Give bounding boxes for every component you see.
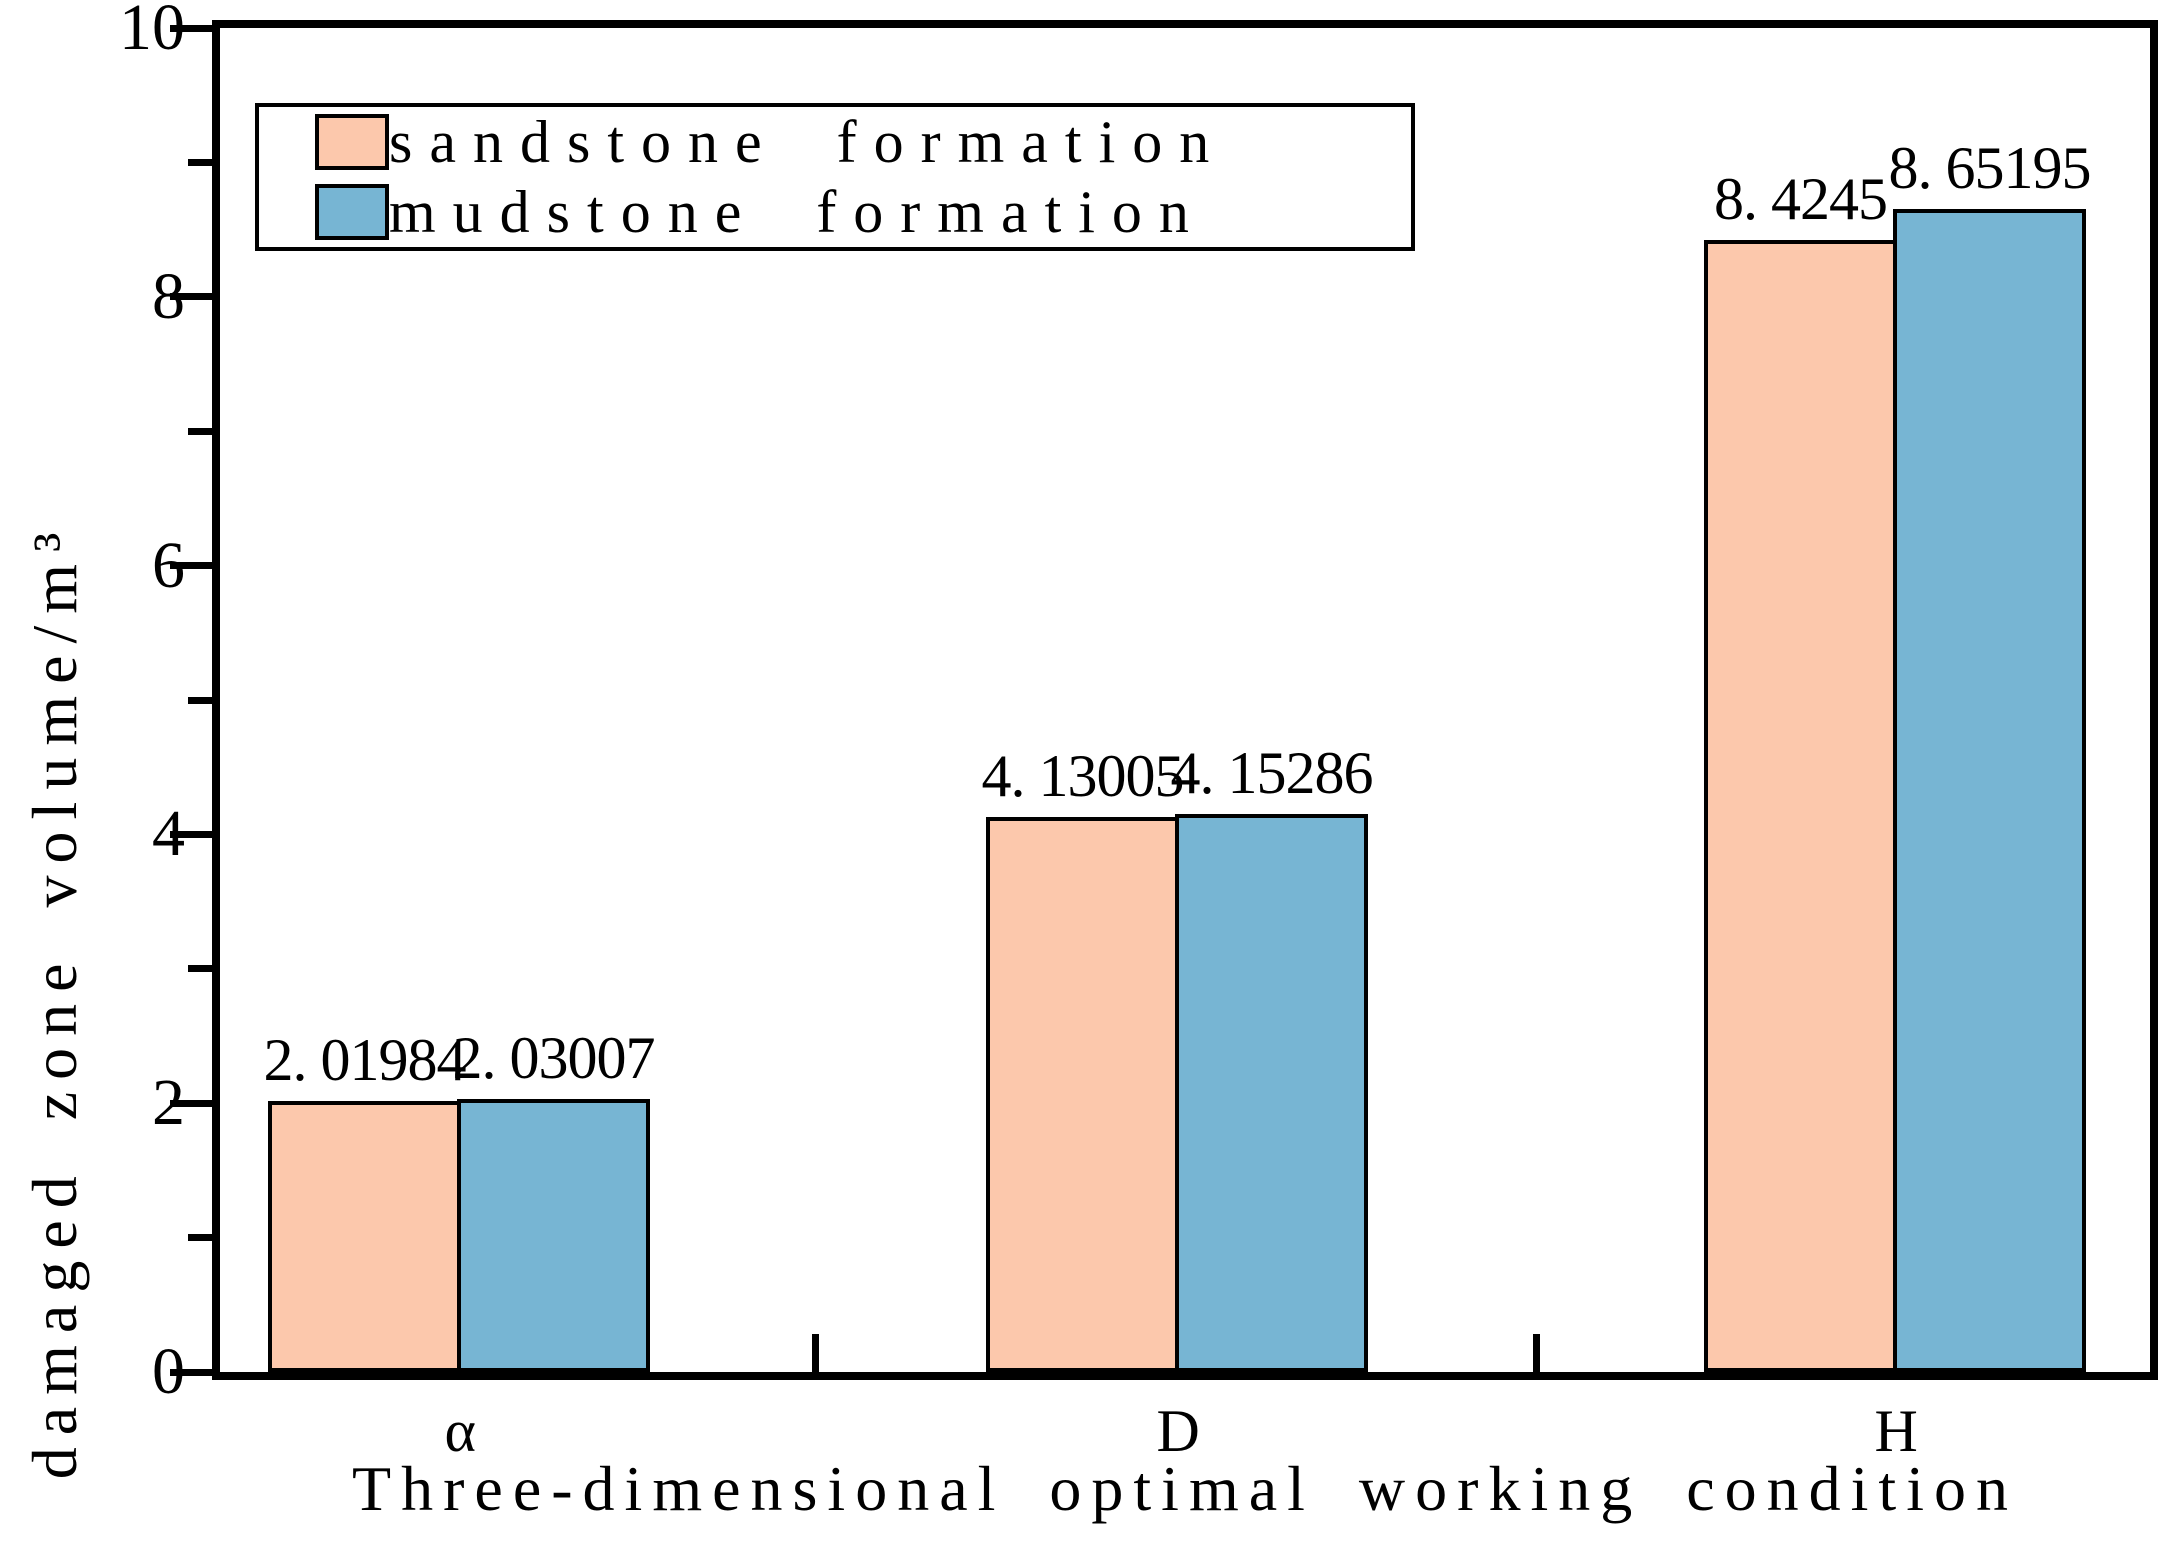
- x-category-label-α: α: [444, 1398, 478, 1464]
- legend-item-sandstone-formation: sandstone formation: [315, 107, 1411, 177]
- legend-swatch-sandstone-icon: [315, 114, 389, 170]
- bar-sandstone-H: [1704, 240, 1897, 1372]
- y-major-tick-0: [170, 1368, 212, 1376]
- x-divider-tick-2: [1533, 1334, 1540, 1372]
- legend-label-sandstone: sandstone formation: [389, 109, 1227, 175]
- legend: sandstone formation mudstone formation: [255, 103, 1415, 251]
- y-tick-label-10: 10: [119, 0, 185, 64]
- bar-value-label-sandstone-H: 8. 4245: [1714, 166, 1888, 232]
- legend-swatch-mudstone-icon: [315, 184, 389, 240]
- y-major-tick-8: [170, 293, 212, 301]
- bar-mudstone-D: [1175, 814, 1368, 1372]
- y-minor-tick-9: [188, 158, 212, 166]
- x-category-label-D: D: [1156, 1398, 1202, 1464]
- y-tick-label-2: 2: [152, 1066, 185, 1140]
- y-minor-tick-5: [188, 696, 212, 704]
- y-major-tick-10: [170, 24, 212, 32]
- x-axis-title: Three-dimensional optimal working condit…: [352, 1453, 2018, 1524]
- bar-mudstone-H: [1893, 209, 2086, 1372]
- bar-value-label-mudstone-H: 8. 65195: [1888, 135, 2092, 201]
- legend-item-mudstone-formation: mudstone formation: [315, 177, 1411, 247]
- bar-sandstone-α: [268, 1101, 461, 1372]
- bar-value-label-mudstone-α: 2. 03007: [452, 1025, 656, 1091]
- y-axis-title: damaged zone volume/m³: [19, 520, 90, 1480]
- y-tick-label-4: 4: [152, 797, 185, 871]
- bar-value-label-mudstone-D: 4. 15286: [1170, 740, 1374, 806]
- y-major-tick-4: [170, 830, 212, 838]
- y-minor-tick-7: [188, 427, 212, 435]
- y-tick-label-0: 0: [152, 1335, 185, 1408]
- x-category-label-H: H: [1874, 1398, 1920, 1464]
- bar-value-label-sandstone-α: 2. 01984: [263, 1027, 467, 1093]
- y-tick-label-6: 6: [152, 528, 185, 602]
- bar-value-label-sandstone-D: 4. 13005: [981, 743, 1185, 809]
- legend-label-mudstone: mudstone formation: [389, 179, 1206, 245]
- bar-sandstone-D: [986, 817, 1179, 1372]
- y-tick-label-8: 8: [152, 259, 185, 333]
- y-minor-tick-3: [188, 965, 212, 973]
- y-major-tick-6: [170, 562, 212, 570]
- bar-mudstone-α: [457, 1099, 650, 1372]
- x-divider-tick-1: [812, 1334, 819, 1372]
- plot-area: 2. 01984 4. 13005 8. 4245 2. 03007 4. 15286 8…: [170, 20, 2158, 1380]
- y-major-tick-2: [170, 1099, 212, 1107]
- y-minor-tick-1: [188, 1234, 212, 1242]
